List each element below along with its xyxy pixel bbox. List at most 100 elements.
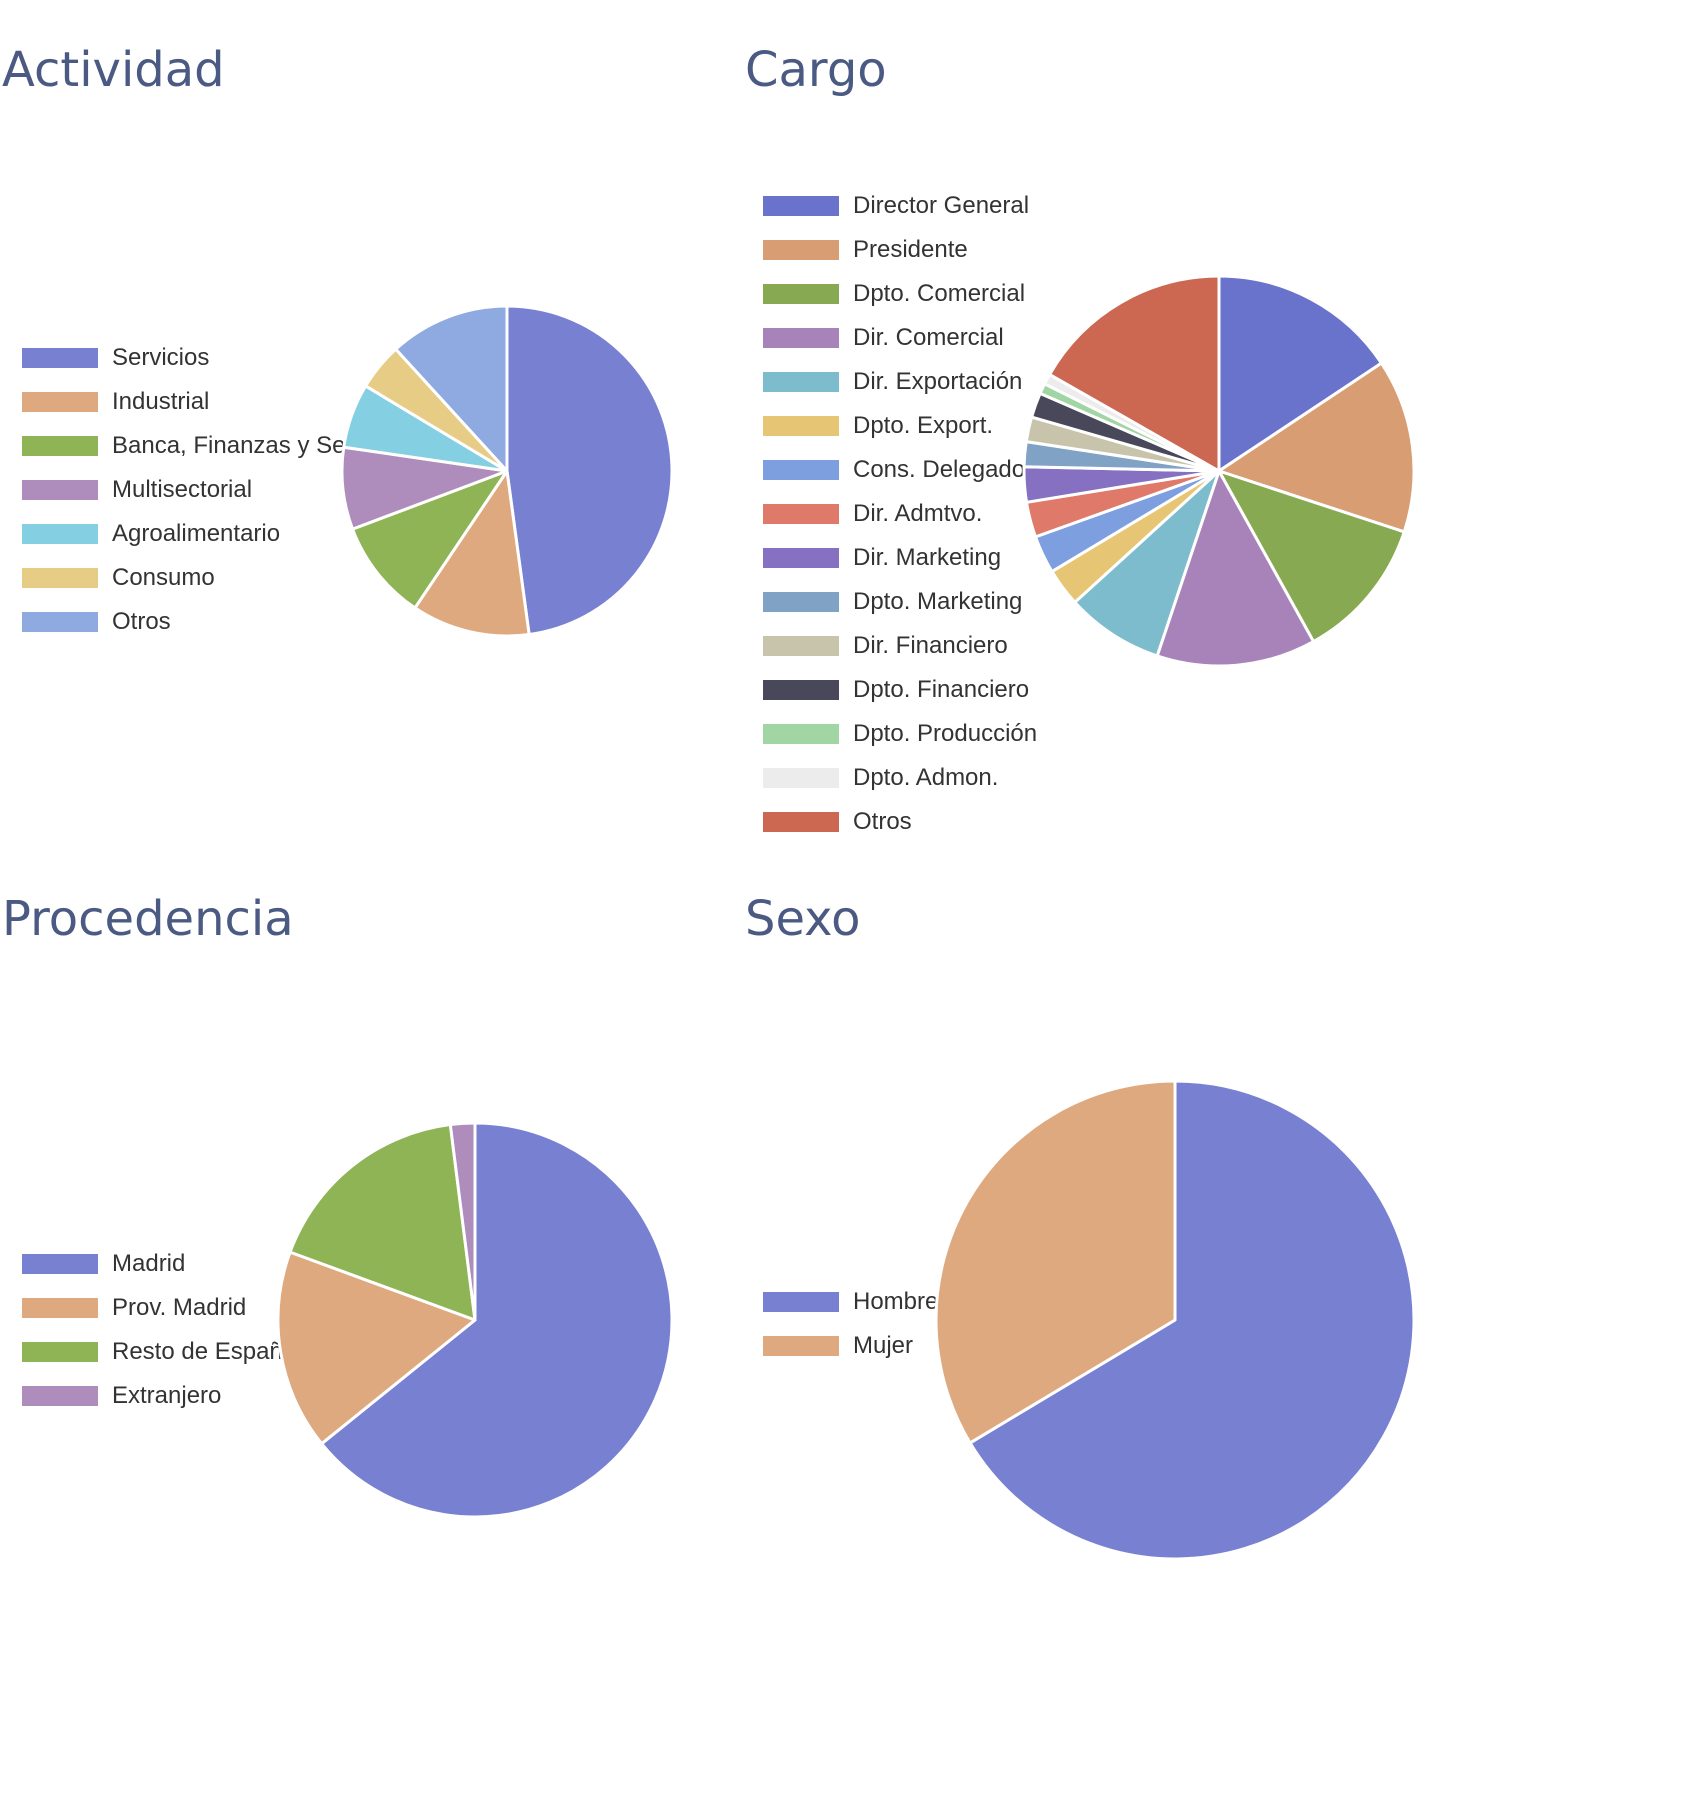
- legend-item[interactable]: Multisectorial: [22, 468, 394, 512]
- legend-label: Resto de España: [112, 1338, 297, 1365]
- legend-item[interactable]: Servicios: [22, 336, 394, 380]
- legend-label: Dpto. Marketing: [853, 588, 1023, 615]
- legend-label: Otros: [853, 808, 912, 835]
- legend-swatch: [22, 568, 98, 588]
- legend-label: Cons. Delegado: [853, 456, 1026, 483]
- legend-label: Dir. Comercial: [853, 324, 1004, 351]
- legend-item[interactable]: Dpto. Marketing: [763, 580, 1037, 624]
- legend-item[interactable]: Presidente: [763, 228, 1037, 272]
- pie-slice[interactable]: [1217, 361, 1416, 534]
- legend-item[interactable]: Dir. Marketing: [763, 536, 1037, 580]
- legend-label: Extranjero: [112, 1382, 222, 1409]
- legend-label: Dpto. Financiero: [853, 676, 1030, 703]
- legend-item[interactable]: Madrid: [22, 1242, 296, 1286]
- legend-item[interactable]: Dir. Financiero: [763, 624, 1037, 668]
- pie-slice[interactable]: [320, 1121, 674, 1519]
- legend-swatch: [22, 1386, 98, 1406]
- legend-item[interactable]: Director General: [763, 184, 1037, 228]
- legend-swatch: [763, 768, 839, 788]
- legend-label: Dir. Admtvo.: [853, 500, 983, 527]
- legend-label: Industrial: [112, 388, 210, 415]
- chart-title: Actividad: [2, 42, 225, 98]
- legend-swatch: [22, 612, 98, 632]
- legend-item[interactable]: Dpto. Export.: [763, 404, 1037, 448]
- legend-item[interactable]: Extranjero: [22, 1374, 296, 1418]
- pie-slice[interactable]: [968, 1079, 1416, 1561]
- pie-slice[interactable]: [934, 1079, 1177, 1445]
- legend-swatch: [763, 636, 839, 656]
- legend-label: Dir. Financiero: [853, 632, 1008, 659]
- legend-swatch: [763, 372, 839, 392]
- legend-label: Dpto. Admon.: [853, 764, 999, 791]
- legend-item[interactable]: Otros: [763, 800, 1037, 844]
- legend-item[interactable]: Dpto. Comercial: [763, 272, 1037, 316]
- legend-label: Prov. Madrid: [112, 1294, 247, 1321]
- legend-item[interactable]: Dpto. Admon.: [763, 756, 1037, 800]
- pie-slice[interactable]: [1155, 469, 1316, 668]
- legend-item[interactable]: Hombre: [763, 1280, 938, 1324]
- legend-item[interactable]: Dpto. Producción: [763, 712, 1037, 756]
- legend-swatch: [22, 1254, 98, 1274]
- legend-swatch: [763, 504, 839, 524]
- pie-slice[interactable]: [1073, 469, 1221, 658]
- pie-slice[interactable]: [288, 1123, 477, 1322]
- legend-label: Dpto. Producción: [853, 720, 1038, 747]
- legend-swatch: [763, 1336, 839, 1356]
- chart-title: Cargo: [745, 42, 887, 98]
- legend-label: Dpto. Comercial: [853, 280, 1026, 307]
- legend-swatch: [22, 524, 98, 544]
- legend-label: Multisectorial: [112, 476, 253, 503]
- legend-label: Consumo: [112, 564, 215, 591]
- pie-slice[interactable]: [351, 469, 509, 610]
- pie-slice[interactable]: [1048, 274, 1221, 473]
- legend-item[interactable]: Agroalimentario: [22, 512, 394, 556]
- legend-item[interactable]: Otros: [22, 600, 394, 644]
- chart-title: Procedencia: [2, 891, 294, 947]
- legend-item[interactable]: Dir. Comercial: [763, 316, 1037, 360]
- legend-swatch: [763, 416, 839, 436]
- legend-swatch: [22, 436, 98, 456]
- pie-slice[interactable]: [394, 304, 509, 473]
- pie-slice[interactable]: [505, 304, 674, 637]
- pie-slice[interactable]: [276, 1250, 477, 1446]
- legend-label: Agroalimentario: [112, 520, 281, 547]
- chart-legend: Director General Presidente Dpto. Comercia…: [763, 184, 1037, 844]
- pie-slice[interactable]: [448, 1121, 477, 1322]
- legend-swatch: [763, 548, 839, 568]
- legend-swatch: [22, 480, 98, 500]
- legend-swatch: [22, 392, 98, 412]
- legend-item[interactable]: Dpto. Financiero: [763, 668, 1037, 712]
- legend-item[interactable]: Mujer: [763, 1324, 938, 1368]
- legend-item[interactable]: Resto de España: [22, 1330, 296, 1374]
- legend-item[interactable]: Consumo: [22, 556, 394, 600]
- legend-swatch: [763, 680, 839, 700]
- legend-item[interactable]: Cons. Delegado: [763, 448, 1037, 492]
- legend-swatch: [763, 724, 839, 744]
- legend-label: Servicios: [112, 344, 210, 371]
- legend-label: Otros: [112, 608, 171, 635]
- legend-item[interactable]: Dir. Exportación: [763, 360, 1037, 404]
- legend-label: Madrid: [112, 1250, 186, 1277]
- legend-label: Dir. Marketing: [853, 544, 1002, 571]
- legend-swatch: [763, 284, 839, 304]
- legend-swatch: [763, 328, 839, 348]
- legend-item[interactable]: Dir. Admtvo.: [763, 492, 1037, 536]
- legend-swatch: [22, 1298, 98, 1318]
- legend-item[interactable]: Prov. Madrid: [22, 1286, 296, 1330]
- legend-label: Director General: [853, 192, 1030, 219]
- legend-swatch: [22, 348, 98, 368]
- legend-swatch: [763, 240, 839, 260]
- pie-slice[interactable]: [1217, 469, 1406, 644]
- legend-swatch: [22, 1342, 98, 1362]
- legend-label: Mujer: [853, 1332, 914, 1359]
- legend-item[interactable]: Industrial: [22, 380, 394, 424]
- legend-label: Hombre: [853, 1288, 939, 1315]
- legend-swatch: [763, 812, 839, 832]
- legend-label: Presidente: [853, 236, 968, 263]
- pie-slice[interactable]: [1217, 274, 1383, 473]
- legend-swatch: [763, 196, 839, 216]
- pie-slice[interactable]: [413, 469, 531, 638]
